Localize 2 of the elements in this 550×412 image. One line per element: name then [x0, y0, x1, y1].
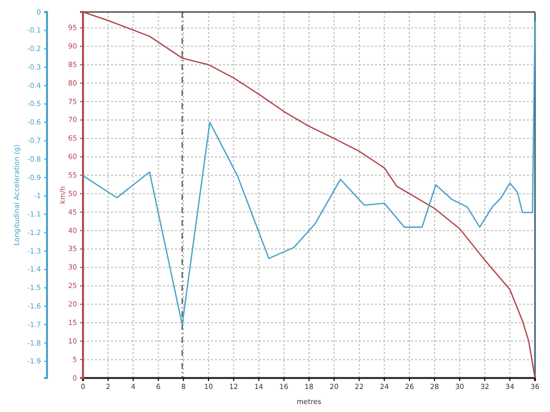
line-series [82, 11, 536, 379]
line-series [82, 20, 536, 326]
